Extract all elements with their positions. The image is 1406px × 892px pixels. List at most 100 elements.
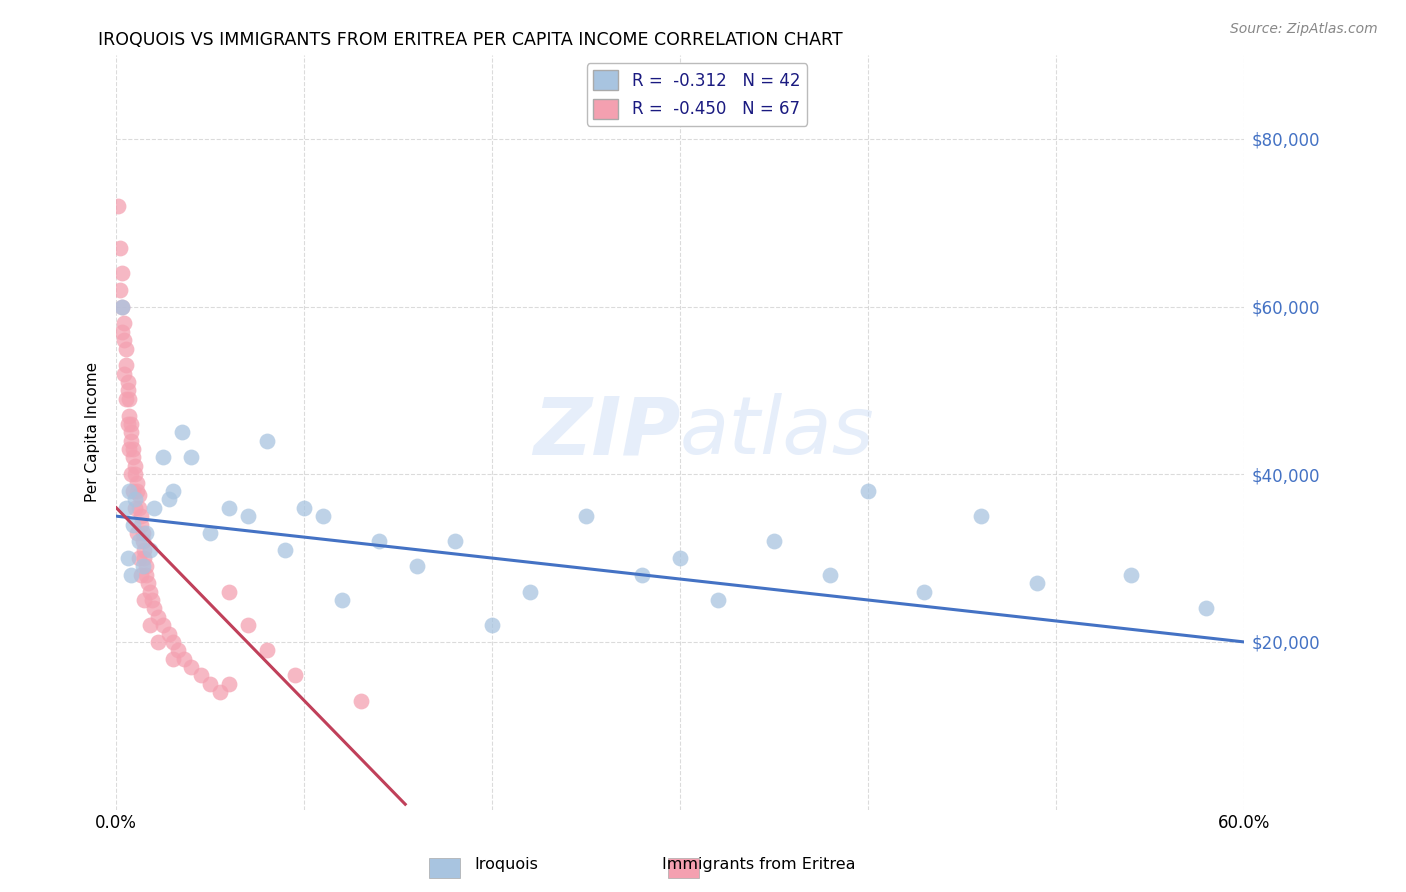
Point: [129, 567, 152, 582]
Point: [631, 567, 654, 582]
Point: [118, 409, 141, 423]
Point: [122, 442, 145, 456]
Point: [443, 534, 465, 549]
Text: Immigrants from Eritrea: Immigrants from Eritrea: [662, 857, 856, 872]
Point: [406, 559, 429, 574]
Point: [131, 534, 153, 549]
Point: [173, 651, 195, 665]
Point: [111, 300, 134, 314]
Point: [111, 325, 134, 339]
Point: [200, 677, 222, 691]
Point: [131, 525, 153, 540]
Point: [114, 359, 136, 373]
Text: Iroquois: Iroquois: [474, 857, 538, 872]
Point: [114, 500, 136, 515]
Y-axis label: Per Capita Income: Per Capita Income: [86, 362, 100, 502]
Point: [117, 551, 139, 566]
Point: [218, 500, 240, 515]
Point: [200, 525, 222, 540]
Point: [157, 492, 180, 507]
Point: [1195, 601, 1218, 615]
Point: [162, 483, 184, 498]
Point: [180, 660, 202, 674]
Point: [146, 609, 169, 624]
Point: [142, 500, 165, 515]
Point: [141, 593, 163, 607]
Point: [481, 618, 503, 632]
Point: [218, 677, 240, 691]
Point: [820, 567, 842, 582]
Point: [349, 693, 371, 707]
Point: [312, 509, 335, 524]
Point: [969, 509, 991, 524]
Point: [120, 567, 142, 582]
Point: [274, 542, 297, 557]
Point: [125, 525, 148, 540]
Point: [125, 475, 148, 490]
Point: [122, 483, 145, 498]
Point: [122, 517, 145, 532]
Point: [139, 542, 162, 557]
Point: [112, 367, 135, 381]
Point: [368, 534, 391, 549]
Point: [236, 618, 259, 632]
Point: [120, 434, 142, 448]
Point: [114, 342, 136, 356]
Point: [114, 392, 136, 406]
Point: [118, 392, 141, 406]
Point: [218, 584, 240, 599]
Point: [208, 685, 231, 699]
Point: [112, 333, 135, 347]
Point: [292, 500, 315, 515]
Point: [122, 450, 145, 465]
Text: Source: ZipAtlas.com: Source: ZipAtlas.com: [1230, 22, 1378, 37]
Point: [236, 509, 259, 524]
Point: [108, 241, 131, 255]
Point: [120, 467, 142, 482]
Point: [129, 517, 152, 532]
Point: [134, 593, 156, 607]
Point: [180, 450, 202, 465]
Point: [912, 584, 935, 599]
Point: [330, 593, 353, 607]
Point: [117, 384, 139, 398]
Point: [134, 542, 156, 557]
Point: [1026, 576, 1049, 591]
Point: [575, 509, 598, 524]
Point: [120, 417, 142, 431]
Point: [135, 559, 157, 574]
Point: [157, 626, 180, 640]
Point: [256, 434, 278, 448]
Point: [118, 442, 141, 456]
Point: [128, 551, 150, 566]
Point: [111, 266, 134, 280]
Point: [135, 567, 157, 582]
Point: [152, 450, 174, 465]
Point: [135, 525, 157, 540]
Point: [139, 584, 162, 599]
Point: [190, 668, 212, 682]
Point: [111, 300, 134, 314]
Point: [139, 618, 162, 632]
Legend: R =  -0.312   N = 42, R =  -0.450   N = 67: R = -0.312 N = 42, R = -0.450 N = 67: [586, 63, 807, 126]
Point: [128, 534, 150, 549]
Point: [131, 559, 153, 574]
Point: [117, 375, 139, 389]
Point: [125, 483, 148, 498]
Point: [167, 643, 190, 657]
Point: [669, 551, 692, 566]
Point: [762, 534, 785, 549]
Point: [152, 618, 174, 632]
Point: [129, 509, 152, 524]
Point: [118, 483, 141, 498]
Point: [112, 317, 135, 331]
Text: ZIP: ZIP: [533, 393, 681, 471]
Point: [142, 601, 165, 615]
Point: [856, 483, 879, 498]
Point: [136, 576, 159, 591]
Point: [146, 635, 169, 649]
Point: [256, 643, 278, 657]
Point: [1119, 567, 1142, 582]
Point: [107, 199, 129, 213]
Text: IROQUOIS VS IMMIGRANTS FROM ERITREA PER CAPITA INCOME CORRELATION CHART: IROQUOIS VS IMMIGRANTS FROM ERITREA PER …: [98, 31, 844, 49]
